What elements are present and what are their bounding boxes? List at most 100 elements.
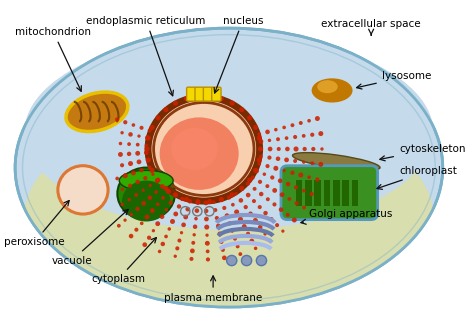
Ellipse shape <box>258 146 263 152</box>
Ellipse shape <box>311 147 315 151</box>
Ellipse shape <box>307 119 311 122</box>
Ellipse shape <box>302 206 306 209</box>
Ellipse shape <box>142 189 145 192</box>
Ellipse shape <box>166 189 171 194</box>
Ellipse shape <box>311 78 353 102</box>
Ellipse shape <box>139 126 144 130</box>
Ellipse shape <box>155 115 161 121</box>
Ellipse shape <box>293 159 297 163</box>
Ellipse shape <box>275 223 279 227</box>
Ellipse shape <box>128 198 131 202</box>
Ellipse shape <box>221 248 225 252</box>
Ellipse shape <box>265 164 270 168</box>
Ellipse shape <box>302 147 307 151</box>
Text: plasma membrane: plasma membrane <box>164 276 262 303</box>
Ellipse shape <box>136 207 140 211</box>
Ellipse shape <box>276 156 280 161</box>
Ellipse shape <box>252 199 256 203</box>
Ellipse shape <box>118 168 175 220</box>
Ellipse shape <box>66 92 128 132</box>
Ellipse shape <box>195 199 201 204</box>
Text: mitochondrion: mitochondrion <box>15 27 91 91</box>
Ellipse shape <box>180 197 184 201</box>
Ellipse shape <box>212 200 216 204</box>
Ellipse shape <box>137 134 141 138</box>
Ellipse shape <box>184 197 189 202</box>
Ellipse shape <box>117 224 121 228</box>
Ellipse shape <box>164 208 168 212</box>
Ellipse shape <box>25 35 433 230</box>
Ellipse shape <box>136 143 139 146</box>
Ellipse shape <box>145 135 150 140</box>
Ellipse shape <box>286 182 290 186</box>
Ellipse shape <box>270 175 274 179</box>
Ellipse shape <box>128 161 133 166</box>
FancyBboxPatch shape <box>195 87 204 101</box>
Ellipse shape <box>260 147 263 151</box>
Bar <box>342 180 349 206</box>
Ellipse shape <box>319 162 323 167</box>
Ellipse shape <box>206 249 210 253</box>
Ellipse shape <box>302 160 305 164</box>
Ellipse shape <box>268 139 271 142</box>
Ellipse shape <box>145 214 149 219</box>
Ellipse shape <box>253 218 258 223</box>
Ellipse shape <box>227 195 231 200</box>
Ellipse shape <box>134 228 138 232</box>
Ellipse shape <box>310 133 314 137</box>
Ellipse shape <box>225 213 229 218</box>
Ellipse shape <box>121 188 124 191</box>
Ellipse shape <box>115 117 119 122</box>
Text: cytoskeleton: cytoskeleton <box>380 144 465 161</box>
Ellipse shape <box>167 227 171 231</box>
Ellipse shape <box>204 217 209 221</box>
Bar <box>333 180 339 206</box>
Ellipse shape <box>219 240 223 244</box>
Ellipse shape <box>194 217 198 220</box>
Ellipse shape <box>310 161 314 165</box>
Ellipse shape <box>258 225 263 229</box>
Ellipse shape <box>188 199 192 203</box>
Ellipse shape <box>155 178 161 183</box>
Ellipse shape <box>137 159 141 164</box>
Ellipse shape <box>274 128 278 132</box>
Ellipse shape <box>241 187 244 191</box>
Ellipse shape <box>263 211 268 215</box>
Ellipse shape <box>160 117 239 190</box>
Ellipse shape <box>246 193 250 197</box>
Ellipse shape <box>191 241 195 245</box>
Ellipse shape <box>227 255 237 266</box>
Ellipse shape <box>264 232 267 236</box>
Ellipse shape <box>258 139 263 144</box>
Ellipse shape <box>259 192 264 196</box>
Ellipse shape <box>215 216 219 220</box>
Ellipse shape <box>164 107 168 112</box>
Ellipse shape <box>263 172 266 176</box>
Ellipse shape <box>249 239 254 243</box>
Ellipse shape <box>141 201 146 206</box>
Ellipse shape <box>234 209 239 214</box>
Ellipse shape <box>231 203 235 207</box>
FancyBboxPatch shape <box>281 166 378 220</box>
Ellipse shape <box>242 224 246 229</box>
Ellipse shape <box>190 257 193 261</box>
Ellipse shape <box>190 249 195 253</box>
Ellipse shape <box>244 205 248 209</box>
Ellipse shape <box>155 190 158 194</box>
Ellipse shape <box>160 184 165 189</box>
Ellipse shape <box>247 115 252 121</box>
Ellipse shape <box>230 229 234 233</box>
Ellipse shape <box>265 184 269 188</box>
Ellipse shape <box>127 142 131 146</box>
Ellipse shape <box>319 131 323 136</box>
Ellipse shape <box>173 100 178 106</box>
Ellipse shape <box>150 208 155 213</box>
Ellipse shape <box>286 213 290 217</box>
Ellipse shape <box>192 233 196 237</box>
Ellipse shape <box>267 156 272 160</box>
Ellipse shape <box>123 173 128 178</box>
Ellipse shape <box>265 130 270 134</box>
Text: endoplasmic reticulum: endoplasmic reticulum <box>86 16 206 96</box>
Ellipse shape <box>181 223 186 227</box>
Ellipse shape <box>173 192 178 197</box>
